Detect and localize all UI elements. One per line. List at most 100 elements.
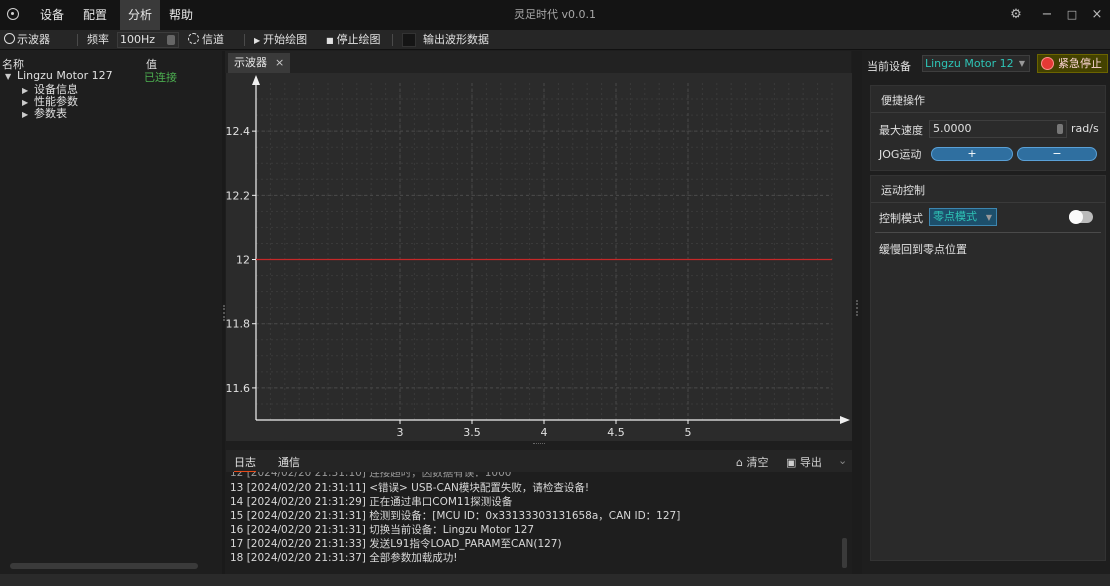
- tab-oscilloscope-label: 示波器: [234, 56, 267, 69]
- quick-ops-tab[interactable]: 便捷操作: [875, 90, 931, 111]
- start-plot-label: 开始绘图: [263, 33, 308, 46]
- jog-plus-button[interactable]: +: [931, 147, 1013, 161]
- oscilloscope-label: 示波器: [17, 33, 50, 46]
- log-area: 12 [2024/02/20 21:31:10] 连接超时，因数据有误：1000…: [226, 472, 852, 570]
- oscilloscope-icon: [4, 33, 15, 44]
- emergency-stop-button[interactable]: 紧急停止: [1037, 54, 1108, 73]
- log-line: 15 [2024/02/20 21:31:31] 检测到设备：[MCU ID：0…: [230, 510, 681, 522]
- clear-button[interactable]: ⌂ 清空: [736, 454, 768, 470]
- maximize-button[interactable]: □: [1066, 8, 1078, 21]
- caret-down-icon: ▼: [985, 213, 992, 222]
- log-line: 13 [2024/02/20 21:31:11] <错误> USB-CAN模块配…: [230, 482, 590, 494]
- tree-item-device-info[interactable]: ▶ 设备信息: [22, 81, 78, 97]
- close-button[interactable]: ×: [1091, 7, 1103, 22]
- log-scrollbar[interactable]: [842, 538, 847, 568]
- device-select[interactable]: Lingzu Motor 12 ▼: [922, 55, 1030, 72]
- chart-svg: 3 3.5 4 4.5 5 11.6 11.8 12 12.2 12.4: [226, 75, 850, 439]
- clear-label: 清空: [746, 456, 769, 469]
- toolbar-separator: [244, 34, 245, 46]
- close-icon[interactable]: ×: [275, 56, 285, 69]
- y-tick-label: 11.6: [226, 382, 250, 395]
- y-tick-label: 12.4: [226, 125, 250, 138]
- freq-label: 频率: [87, 33, 109, 46]
- y-tick-label: 12: [236, 254, 250, 267]
- x-tick-label: 4.5: [607, 426, 625, 439]
- device-name: Lingzu Motor 127: [17, 69, 113, 82]
- jog-label: JOG运动: [879, 148, 922, 161]
- left-scrollbar[interactable]: [10, 563, 198, 569]
- freq-input[interactable]: 100Hz: [117, 32, 179, 48]
- speed-unit: rad/s: [1071, 122, 1099, 135]
- stop-plot-button[interactable]: ■ 停止绘图: [326, 30, 381, 50]
- tab-log[interactable]: 日志: [234, 454, 256, 473]
- divider: [871, 202, 1105, 203]
- menu-config[interactable]: 配置: [83, 8, 108, 22]
- center-tabbar: 示波器 ×: [225, 51, 851, 73]
- expand-right-icon[interactable]: ▶: [22, 110, 29, 119]
- device-tree-panel: 名称 值 ▼ Lingzu Motor 127 已连接 ▶ 设备信息 ▶ 性能参数 ▶…: [0, 51, 222, 574]
- start-plot-button[interactable]: ▶ 开始绘图: [254, 30, 307, 50]
- y-tick-label: 11.8: [226, 318, 250, 331]
- divider: [875, 232, 1101, 233]
- motion-control-group: 运动控制 控制模式 零点模式 ▼ 缓慢回到零点位置: [870, 175, 1106, 561]
- log-line: 12 [2024/02/20 21:31:10] 连接超时，因数据有误：1000: [230, 472, 512, 479]
- col-name-header: 名称: [2, 58, 24, 71]
- expand-right-icon[interactable]: ▶: [22, 86, 29, 95]
- x-tick-label: 4: [541, 426, 548, 439]
- expand-down-icon[interactable]: ▼: [5, 72, 12, 81]
- y-axis-arrow-icon: [252, 75, 260, 85]
- tree-item-label: 设备信息: [34, 83, 78, 96]
- menu-analysis[interactable]: 分析: [120, 0, 161, 30]
- broom-icon: ⌂: [736, 456, 743, 469]
- toolbar: 示波器 频率 100Hz 信道 ▶ 开始绘图 ■ 停止绘图 输出波形数据: [0, 30, 1110, 50]
- control-mode-select[interactable]: 零点模式 ▼: [929, 208, 997, 226]
- spin-icon[interactable]: [1057, 124, 1063, 134]
- settings-icon[interactable]: ⚙: [1010, 7, 1022, 22]
- log-line: 17 [2024/02/20 21:31:33] 发送L91指令LOAD_PAR…: [230, 538, 562, 550]
- tree-item-params[interactable]: ▶ 参数表: [22, 105, 67, 121]
- stop-icon: ■: [326, 36, 334, 45]
- spin-icon[interactable]: [167, 35, 175, 45]
- max-speed-label: 最大速度: [879, 124, 923, 137]
- expand-right-icon[interactable]: ▶: [22, 98, 29, 107]
- tab-comm[interactable]: 通信: [278, 456, 300, 469]
- log-tabbar: 日志 通信 ⌂ 清空 ▣ 导出 ⌄: [226, 450, 852, 473]
- chevron-down-icon[interactable]: ⌄: [838, 454, 848, 467]
- toolbar-separator: [392, 34, 393, 46]
- divider: [871, 112, 1105, 113]
- minimize-button[interactable]: −: [1041, 7, 1053, 22]
- export-button[interactable]: ▣ 导出: [786, 454, 822, 470]
- splitter-handle[interactable]: [856, 300, 858, 316]
- title-bar: 设备 配置 分析 帮助 灵足时代 v0.0.1 ⚙ − □ ×: [0, 0, 1110, 30]
- motion-control-tab[interactable]: 运动控制: [875, 180, 931, 201]
- stop-plot-label: 停止绘图: [336, 33, 381, 46]
- status-bar: [0, 574, 1110, 586]
- splitter-handle[interactable]: [223, 305, 225, 321]
- export-label: 导出: [799, 456, 822, 469]
- toolbar-separator: [77, 34, 78, 46]
- tree-device-row[interactable]: ▼ Lingzu Motor 127: [5, 69, 113, 82]
- oscilloscope-chart[interactable]: 3 3.5 4 4.5 5 11.6 11.8 12 12.2 12.4: [226, 73, 852, 441]
- oscilloscope-button[interactable]: 示波器: [4, 30, 50, 50]
- log-line: 16 [2024/02/20 21:31:31] 切换当前设备：Lingzu M…: [230, 524, 535, 536]
- control-panel: 当前设备 Lingzu Motor 12 ▼ 紧急停止 便捷操作 最大速度 5.0…: [862, 51, 1110, 574]
- export-icon: ▣: [786, 456, 797, 469]
- max-speed-input[interactable]: 5.0000: [929, 120, 1067, 138]
- control-mode-label: 控制模式: [879, 212, 923, 225]
- estop-label: 紧急停止: [1058, 57, 1102, 70]
- current-device-label: 当前设备: [867, 60, 911, 73]
- stop-sign-icon: [1041, 57, 1054, 70]
- control-mode-value: 零点模式: [933, 210, 977, 223]
- menu-help[interactable]: 帮助: [169, 8, 194, 22]
- max-speed-value: 5.0000: [933, 122, 972, 135]
- tree-item-performance[interactable]: ▶ 性能参数: [22, 93, 78, 109]
- log-line: 18 [2024/02/20 21:31:37] 全部参数加载成功!: [230, 552, 458, 564]
- horizontal-splitter-handle[interactable]: [533, 443, 545, 446]
- export-wave-checkbox[interactable]: [402, 33, 416, 47]
- jog-minus-button[interactable]: −: [1017, 147, 1097, 161]
- tab-oscilloscope[interactable]: 示波器 ×: [228, 53, 291, 73]
- control-enable-toggle[interactable]: [1069, 210, 1093, 224]
- menu-device[interactable]: 设备: [40, 8, 65, 22]
- channel-button[interactable]: 信道: [188, 30, 224, 50]
- x-axis-arrow-icon: [840, 416, 850, 424]
